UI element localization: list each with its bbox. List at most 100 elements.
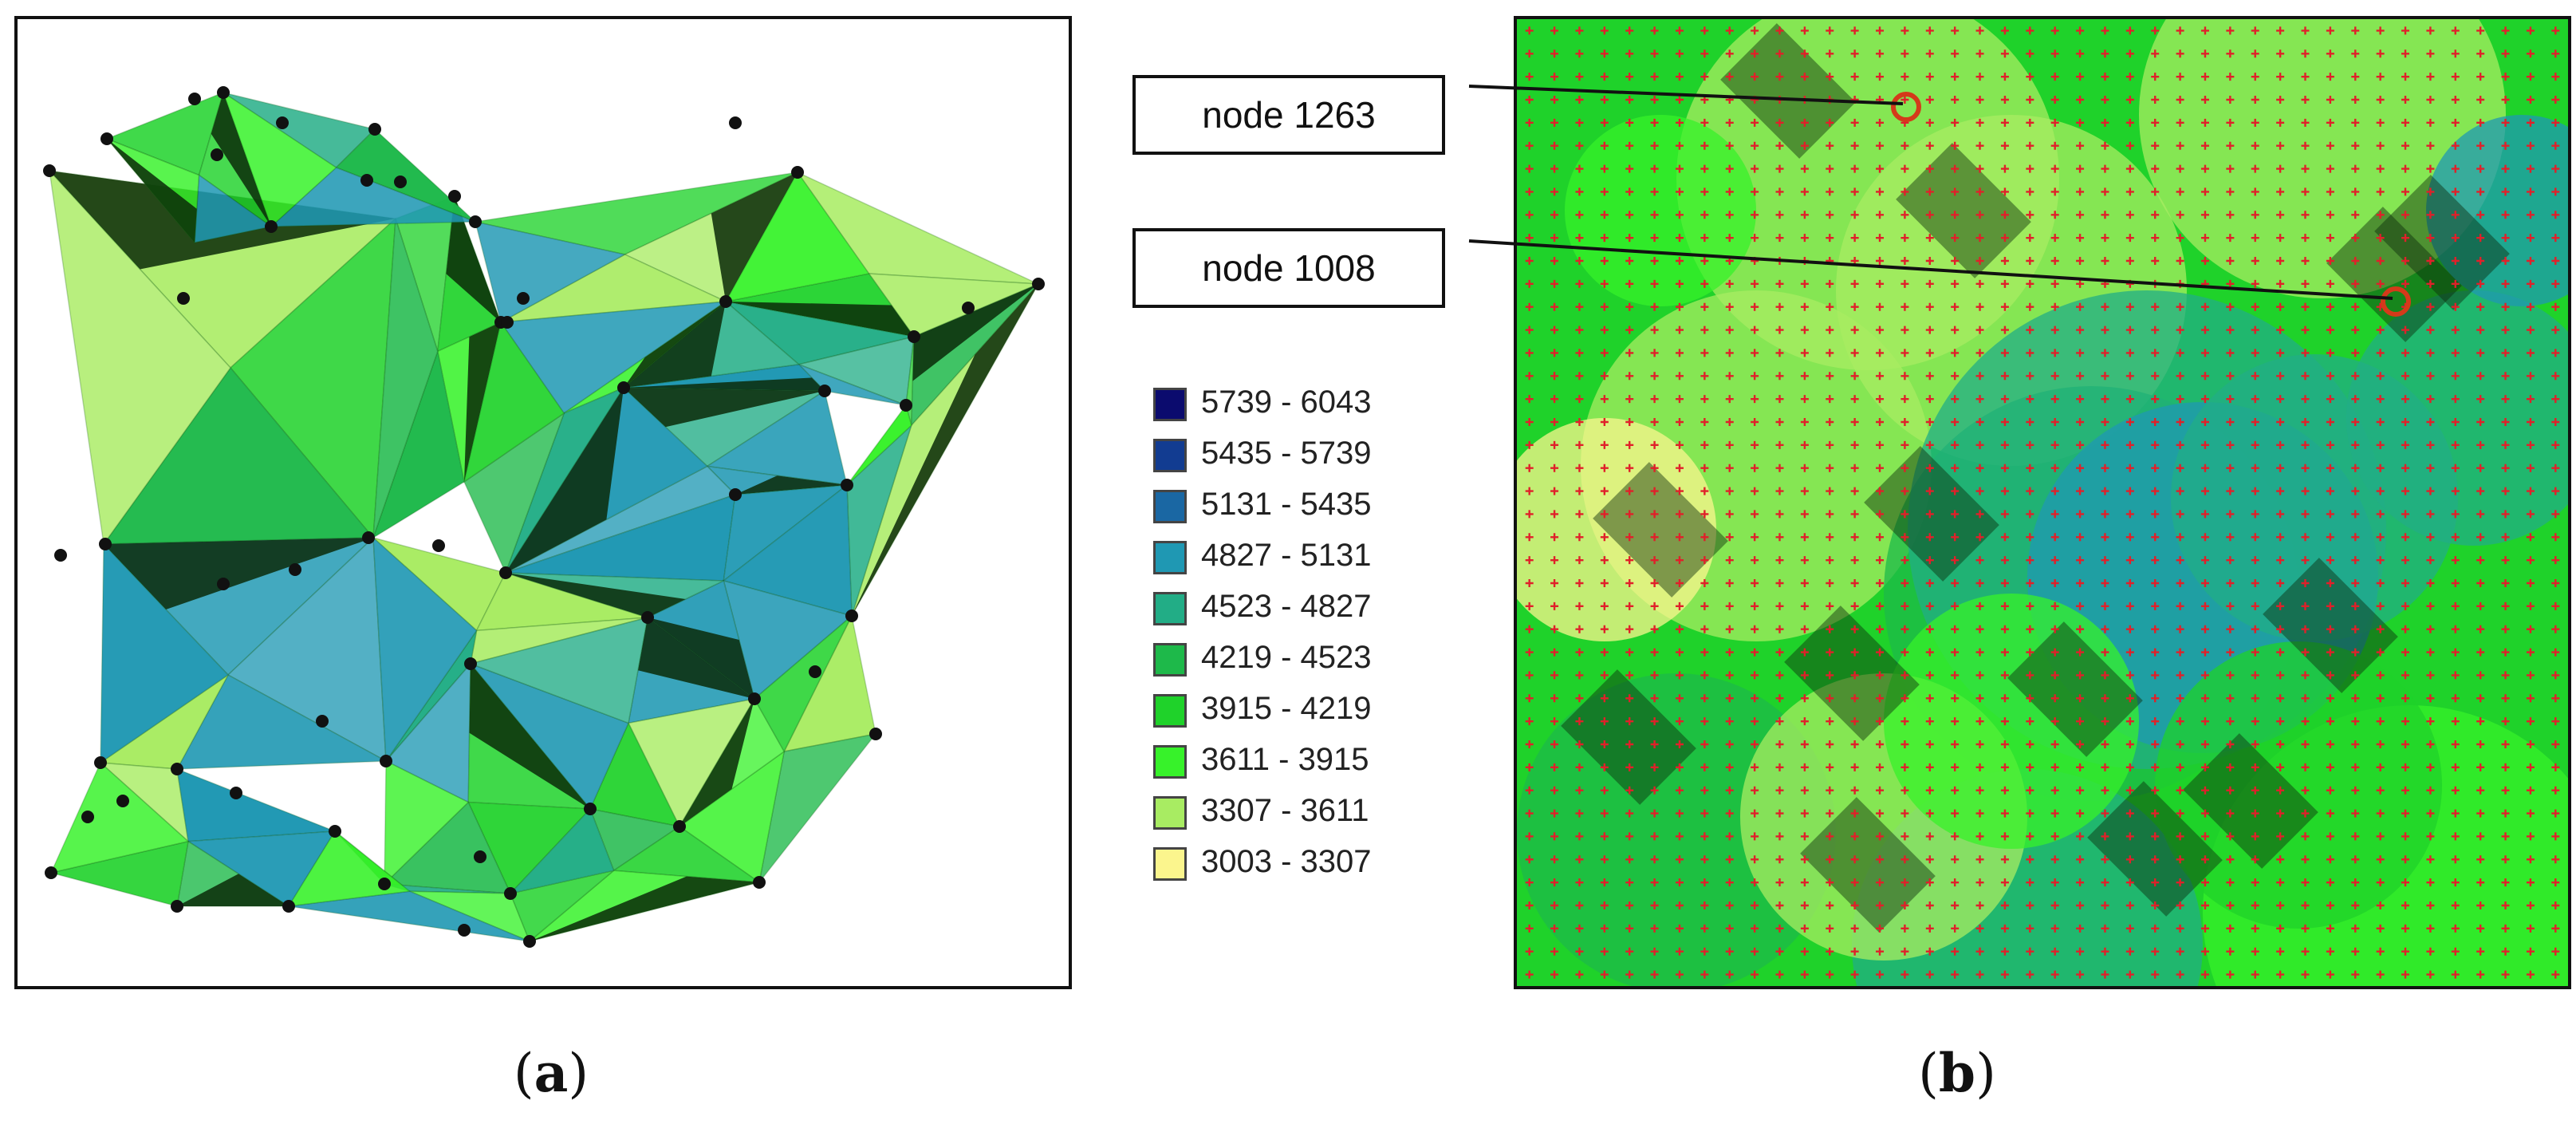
grid-node-marker [2351, 625, 2360, 633]
grid-node-marker [2101, 372, 2109, 381]
mesh-node-point [171, 763, 183, 775]
grid-node-marker [1900, 440, 1909, 449]
grid-node-marker [1925, 648, 1934, 657]
grid-node-marker [2426, 625, 2435, 633]
grid-node-marker [2526, 96, 2535, 104]
grid-node-marker [2376, 141, 2385, 150]
grid-node-marker [2376, 164, 2385, 173]
grid-node-marker [1850, 141, 1859, 150]
field-region [1884, 594, 2139, 849]
grid-node-marker [2526, 118, 2535, 127]
grid-node-marker [1700, 602, 1709, 610]
grid-node-marker [2526, 763, 2535, 771]
grid-node-marker [1700, 73, 1709, 81]
grid-node-marker [2226, 809, 2235, 818]
grid-node-marker [1925, 464, 1934, 472]
grid-node-marker [2226, 211, 2235, 219]
mesh-triangle [176, 767, 336, 842]
grid-node-marker [2301, 395, 2310, 404]
grid-node-marker [2125, 372, 2134, 381]
node-1263-marker [1891, 92, 1921, 122]
legend-swatch [1153, 541, 1187, 574]
legend-item: 4219 - 4523 [1148, 635, 1436, 686]
grid-node-marker [2000, 947, 2009, 956]
grid-node-marker [1975, 118, 1984, 127]
grid-node-marker [2351, 164, 2360, 173]
grid-node-marker [2251, 96, 2259, 104]
grid-node-marker [1975, 556, 1984, 565]
grid-node-marker [1925, 164, 1934, 173]
grid-node-marker [2200, 73, 2209, 81]
grid-node-marker [2000, 924, 2009, 933]
mesh-node-point [617, 381, 630, 394]
grid-node-marker [1850, 855, 1859, 864]
grid-node-marker [2401, 372, 2410, 381]
grid-node-marker [2101, 556, 2109, 565]
grid-node-marker [2551, 302, 2560, 311]
mesh-node-point [217, 578, 230, 590]
grid-node-marker [2076, 671, 2085, 680]
grid-node-marker [2276, 717, 2285, 726]
grid-node-marker [1800, 671, 1809, 680]
grid-node-marker [2401, 970, 2410, 979]
grid-node-marker [2351, 740, 2360, 748]
grid-node-marker [2401, 141, 2410, 150]
grid-node-marker [1650, 487, 1659, 495]
grid-node-marker [2226, 579, 2235, 587]
grid-node-marker [2076, 73, 2085, 81]
mesh-node-point [54, 549, 67, 562]
grid-node-marker [1876, 809, 1885, 818]
grid-node-marker [2526, 533, 2535, 542]
grid-node-marker [2151, 671, 2160, 680]
grid-node-marker [1826, 141, 1834, 150]
mesh-node-point [464, 657, 477, 670]
grid-node-marker [2000, 164, 2009, 173]
grid-node-marker [1575, 510, 1584, 519]
grid-node-marker [1850, 901, 1859, 909]
grid-node-marker [1800, 487, 1809, 495]
grid-node-marker [1800, 26, 1809, 35]
grid-node-marker [2276, 118, 2285, 127]
grid-node-marker [2125, 786, 2134, 795]
grid-node-marker [2101, 717, 2109, 726]
grid-node-marker [1575, 832, 1584, 841]
grid-node-marker [1850, 487, 1859, 495]
grid-node-marker [1550, 671, 1559, 680]
grid-node-marker [2476, 763, 2485, 771]
grid-node-marker [2000, 187, 2009, 196]
grid-node-marker [1550, 947, 1559, 956]
grid-node-marker [2050, 372, 2059, 381]
mesh-node-point [962, 302, 975, 314]
grid-node-marker [1975, 602, 1984, 610]
grid-node-marker [1800, 901, 1809, 909]
grid-node-marker [1975, 533, 1984, 542]
grid-node-marker [2151, 970, 2160, 979]
grid-node-marker [2000, 533, 2009, 542]
grid-node-marker [1850, 118, 1859, 127]
grid-node-marker [1600, 717, 1609, 726]
grid-node-marker [2076, 325, 2085, 334]
grid-node-marker [2501, 740, 2510, 748]
mesh-shadow-triangle [469, 664, 590, 809]
grid-node-marker [2125, 947, 2134, 956]
grid-node-marker [1550, 73, 1559, 81]
grid-node-marker [2401, 440, 2410, 449]
grid-node-marker [2301, 118, 2310, 127]
grid-node-marker [1525, 164, 1534, 173]
grid-node-marker [2551, 372, 2560, 381]
grid-node-marker [2501, 464, 2510, 472]
grid-node-marker [2050, 464, 2059, 472]
grid-node-marker [1525, 141, 1534, 150]
grid-node-marker [2226, 694, 2235, 703]
grid-node-marker [1925, 625, 1934, 633]
grid-node-marker [2200, 763, 2209, 771]
grid-node-marker [2426, 694, 2435, 703]
grid-node-marker [1650, 556, 1659, 565]
mesh-node-point [474, 850, 486, 863]
grid-node-marker [2526, 901, 2535, 909]
grid-node-marker [1826, 947, 1834, 956]
grid-node-marker [1600, 579, 1609, 587]
grid-node-marker [2501, 947, 2510, 956]
grid-node-marker [2226, 372, 2235, 381]
grid-node-marker [2501, 832, 2510, 841]
